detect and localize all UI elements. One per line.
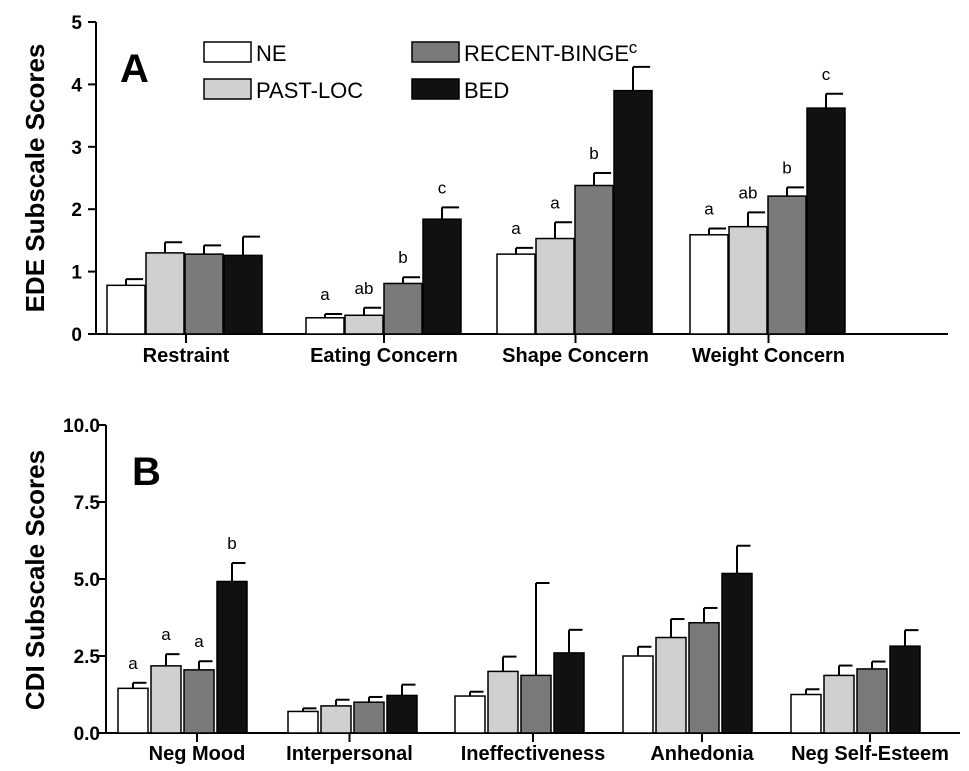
category-label: Neg Mood	[149, 743, 246, 765]
significance-label: a	[194, 632, 204, 651]
significance-label: b	[782, 158, 791, 177]
bar	[520, 674, 552, 734]
y-tick-label: 3	[71, 138, 82, 159]
bar	[721, 572, 753, 734]
bar	[688, 621, 720, 734]
bar	[622, 655, 654, 734]
y-axis-title: CDI Subscale Scores	[20, 450, 50, 710]
bar	[305, 317, 345, 335]
significance-label: c	[822, 65, 831, 84]
bar	[574, 184, 614, 335]
bar	[889, 645, 921, 734]
significance-label: a	[511, 219, 521, 238]
significance-label: a	[161, 625, 171, 644]
category-label: Weight Concern	[692, 345, 845, 367]
significance-label: a	[128, 654, 138, 673]
significance-label: c	[629, 38, 638, 57]
bar	[216, 580, 248, 734]
y-tick-label: 5.0	[74, 570, 100, 591]
category-label: Restraint	[143, 345, 230, 367]
bar	[689, 234, 729, 335]
bar	[183, 669, 215, 734]
legend-label: RECENT-BINGE	[464, 41, 629, 66]
legend-swatch	[203, 78, 252, 100]
legend-label: NE	[256, 41, 287, 66]
significance-label: ab	[355, 279, 374, 298]
legend-swatch	[203, 41, 252, 63]
bar	[386, 694, 418, 734]
y-axis-title: EDE Subscale Scores	[20, 44, 50, 313]
bar	[422, 218, 462, 335]
bar	[823, 674, 855, 734]
bar	[106, 284, 146, 335]
significance-label: b	[589, 144, 598, 163]
panel-b: 0.0 2.5 5.0 7.5 10.0 CDI Subscale Scores B Neg …	[20, 416, 960, 765]
y-tick-label: 1	[71, 263, 82, 284]
bar	[790, 693, 822, 734]
legend-label: PAST-LOC	[256, 78, 363, 103]
significance-label: a	[320, 285, 330, 304]
bar	[767, 195, 807, 335]
bar	[383, 282, 423, 335]
bar	[320, 705, 352, 734]
category-label: Anhedonia	[650, 743, 754, 765]
bar	[454, 695, 486, 734]
bar	[655, 636, 687, 734]
bar	[117, 687, 149, 734]
bar	[806, 107, 846, 335]
bar	[184, 253, 224, 335]
y-tick-label: 0	[71, 325, 82, 346]
category-label: Eating Concern	[310, 345, 458, 367]
bar	[150, 665, 182, 734]
legend-swatch	[411, 41, 460, 63]
legend-swatch	[411, 78, 460, 100]
category-label: Shape Concern	[502, 345, 649, 367]
bar	[344, 314, 384, 335]
panel-letter: A	[120, 47, 149, 91]
bar	[553, 652, 585, 734]
bar	[145, 252, 185, 335]
y-tick-label: 2	[71, 200, 82, 221]
bar	[613, 89, 653, 335]
y-tick-label: 2.5	[74, 647, 101, 668]
bar	[353, 701, 385, 734]
legend-label: BED	[464, 78, 509, 103]
bar	[287, 710, 319, 734]
bar	[535, 237, 575, 335]
y-tick-label: 4	[71, 75, 82, 96]
y-tick-label: 5	[71, 13, 82, 34]
y-tick-label: 0.0	[74, 724, 100, 745]
significance-label: b	[398, 248, 407, 267]
significance-label: b	[227, 534, 236, 553]
significance-label: ab	[739, 183, 758, 202]
category-label: Ineffectiveness	[461, 743, 606, 765]
significance-label: a	[704, 200, 714, 219]
significance-label: a	[550, 193, 560, 212]
bar	[856, 668, 888, 734]
bar	[728, 225, 768, 335]
y-tick-label: 7.5	[74, 493, 101, 514]
significance-label: c	[438, 178, 447, 197]
y-tick-label: 10.0	[63, 416, 100, 437]
panel-letter: B	[132, 450, 161, 494]
bar	[223, 254, 263, 335]
panel-a: 0 1 2 3 4 5 EDE Subscale Scores A Restraint Eatin…	[20, 13, 948, 367]
bar	[487, 670, 519, 734]
bar	[496, 253, 536, 335]
category-label: Interpersonal	[286, 743, 413, 765]
category-label: Neg Self-Esteem	[791, 743, 949, 765]
